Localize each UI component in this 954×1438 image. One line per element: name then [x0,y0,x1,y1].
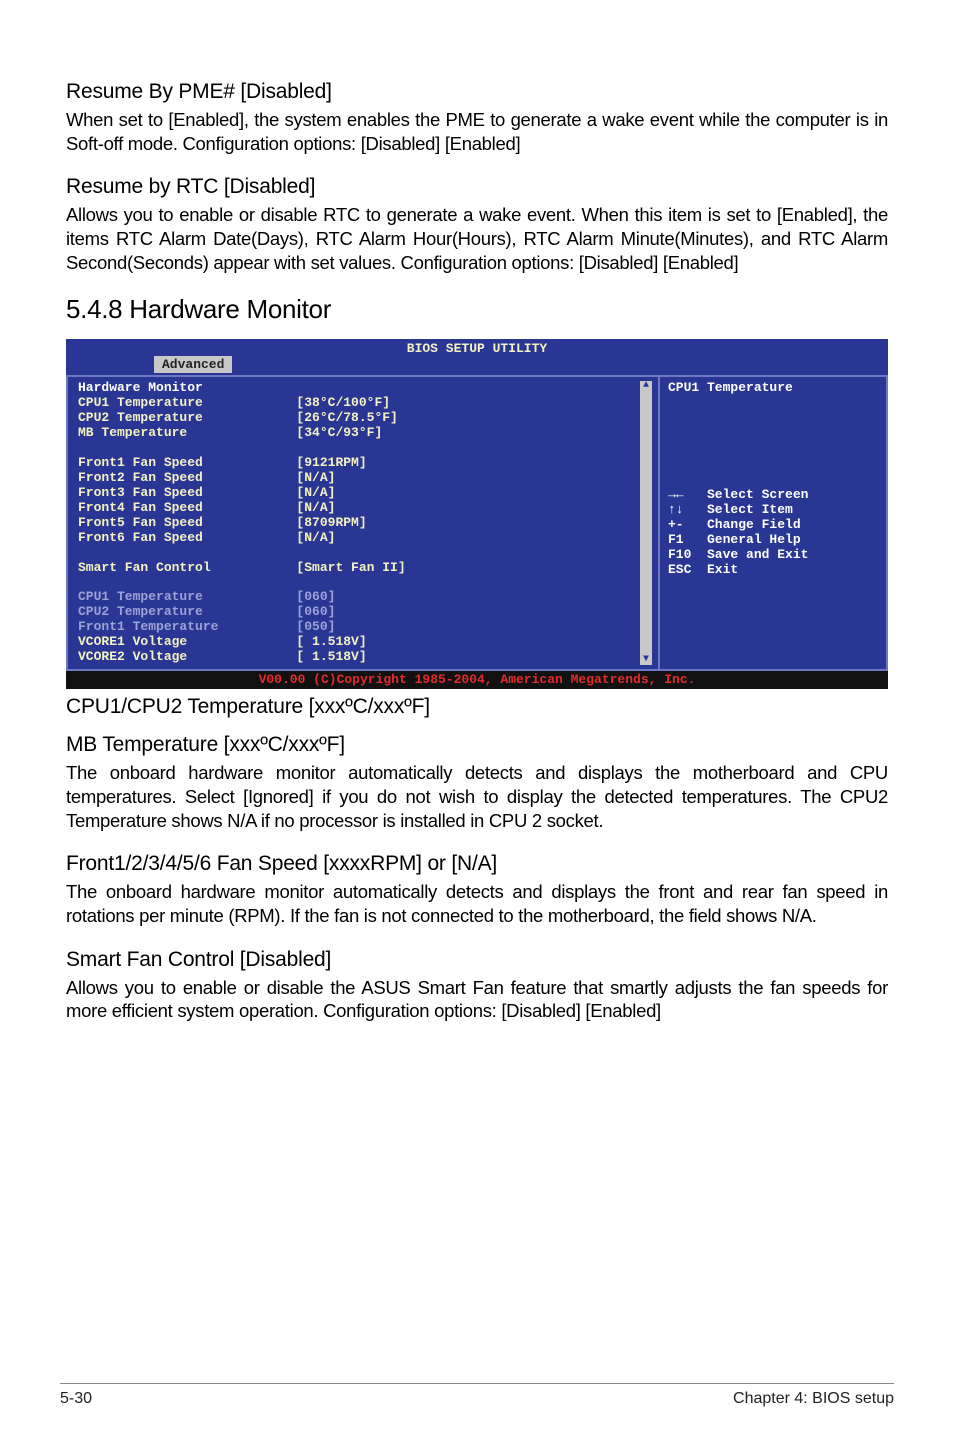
smart-fan-heading: Smart Fan Control [Disabled] [66,948,888,972]
bios-setting-row[interactable]: VCORE1 Voltage [ 1.518V] [78,635,652,650]
bios-setting-row[interactable]: CPU1 Temperature [38°C/100°F] [78,396,652,411]
mb-temp-heading: MB Temperature [xxxºC/xxxºF] [66,733,888,757]
bios-copyright: V00.00 (C)Copyright 1985-2004, American … [66,671,888,689]
bios-help-row: +- Change Field [668,518,878,533]
resume-rtc-body: Allows you to enable or disable RTC to g… [66,203,888,274]
bios-setting-row[interactable]: CPU1 Temperature [060] [78,590,652,605]
bios-panel-header: Hardware Monitor [78,381,652,396]
bios-tab-advanced[interactable]: Advanced [154,356,232,373]
bios-setting-row[interactable]: Front2 Fan Speed [N/A] [78,471,652,486]
bios-help-row: →← Select Screen [668,488,878,503]
fan-speed-body: The onboard hardware monitor automatical… [66,880,888,927]
page-footer: 5-30 Chapter 4: BIOS setup [60,1383,894,1408]
resume-pme-body: When set to [Enabled], the system enable… [66,108,888,155]
bios-setting-row[interactable]: Front6 Fan Speed [N/A] [78,531,652,546]
scroll-down-icon[interactable]: ▼ [640,655,652,665]
smart-fan-body: Allows you to enable or disable the ASUS… [66,976,888,1023]
resume-rtc-heading: Resume by RTC [Disabled] [66,175,888,199]
bios-help-row: ESC Exit [668,563,878,578]
bios-help-row: F1 General Help [668,533,878,548]
bios-setting-row[interactable]: Smart Fan Control [Smart Fan II] [78,561,652,576]
bios-title: BIOS SETUP UTILITY [66,339,888,356]
cpu-temp-heading: CPU1/CPU2 Temperature [xxxºC/xxxºF] [66,695,888,719]
bios-right-panel: CPU1 Temperature →← Select Screen↑↓ Sele… [658,375,888,671]
bios-setting-row[interactable]: MB Temperature [34°C/93°F] [78,426,652,441]
bios-setting-row[interactable] [78,576,652,591]
fan-speed-heading: Front1/2/3/4/5/6 Fan Speed [xxxxRPM] or … [66,852,888,876]
bios-setting-row[interactable]: Front3 Fan Speed [N/A] [78,486,652,501]
section-heading: 5.4.8 Hardware Monitor [66,294,888,325]
bios-setting-row[interactable]: Front1 Temperature [050] [78,620,652,635]
page-number: 5-30 [60,1390,92,1408]
bios-setting-row[interactable]: CPU2 Temperature [26°C/78.5°F] [78,411,652,426]
bios-left-panel: Hardware Monitor CPU1 Temperature [38°C/… [66,375,658,671]
bios-help-info: CPU1 Temperature [668,381,878,396]
bios-help-row: ↑↓ Select Item [668,503,878,518]
chapter-label: Chapter 4: BIOS setup [733,1390,894,1408]
bios-screenshot: BIOS SETUP UTILITY Advanced Hardware Mon… [66,339,888,689]
mb-temp-body: The onboard hardware monitor automatical… [66,761,888,832]
bios-help-row: F10 Save and Exit [668,548,878,563]
bios-setting-row[interactable]: VCORE2 Voltage [ 1.518V] [78,650,652,665]
bios-scrollbar[interactable]: ▲ ▼ [640,381,652,665]
bios-setting-row[interactable]: Front5 Fan Speed [8709RPM] [78,516,652,531]
bios-setting-row[interactable]: Front4 Fan Speed [N/A] [78,501,652,516]
scroll-up-icon[interactable]: ▲ [640,381,652,391]
bios-setting-row[interactable]: Front1 Fan Speed [9121RPM] [78,456,652,471]
bios-tab-bar: Advanced [66,356,888,375]
bios-setting-row[interactable] [78,546,652,561]
bios-setting-row[interactable]: CPU2 Temperature [060] [78,605,652,620]
bios-setting-row[interactable] [78,441,652,456]
resume-pme-heading: Resume By PME# [Disabled] [66,80,888,104]
